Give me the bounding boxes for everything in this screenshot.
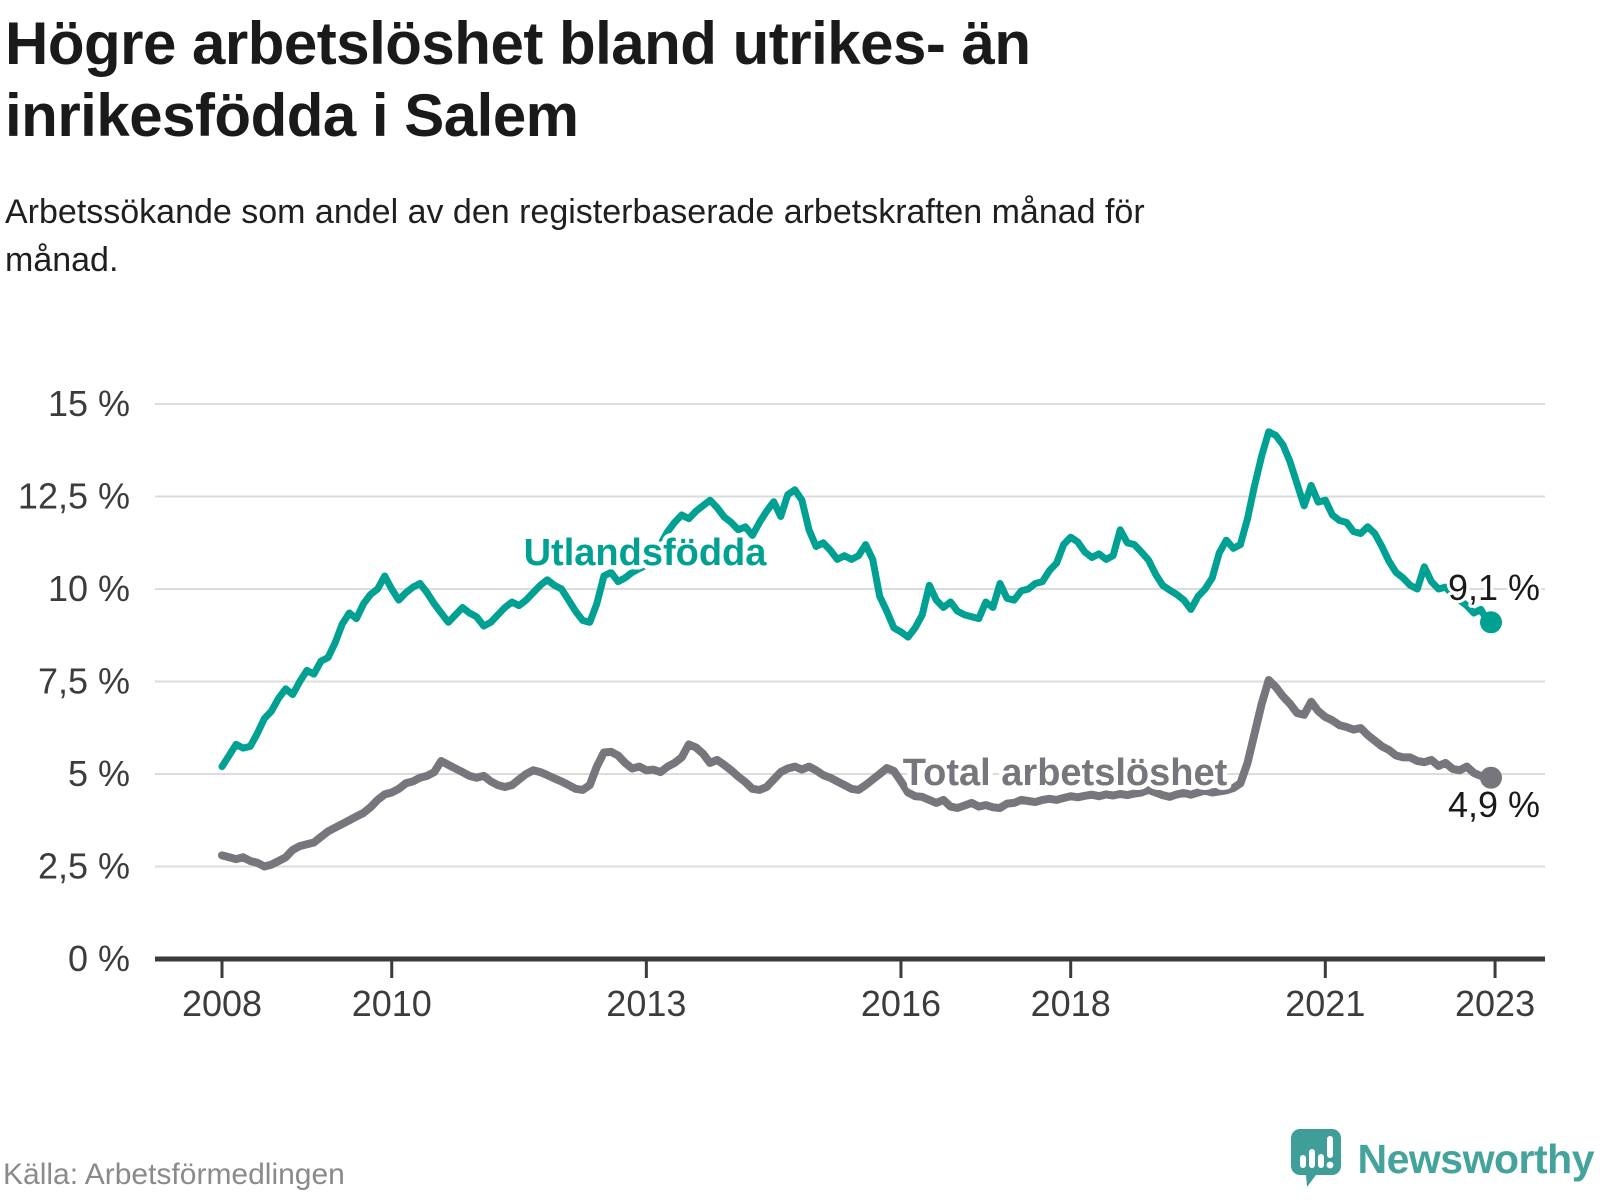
x-axis-tick-label: 2010	[352, 983, 432, 1024]
y-axis-tick-label: 10 %	[48, 568, 130, 609]
x-axis-tick-label: 2013	[606, 983, 686, 1024]
newsworthy-logo: Newsworthy	[1290, 1128, 1595, 1190]
series-end-label-total: 4,9 %	[1448, 784, 1540, 825]
x-axis-tick-label: 2021	[1285, 983, 1365, 1024]
y-axis-tick-label: 15 %	[48, 383, 130, 424]
x-axis-tick-label: 2008	[182, 983, 262, 1024]
y-axis-tick-label: 0 %	[68, 938, 130, 979]
x-axis-tick-label: 2016	[861, 983, 941, 1024]
y-axis-tick-label: 7,5 %	[38, 661, 130, 702]
x-axis-tick-label: 2023	[1455, 983, 1535, 1024]
series-label-utlandsfodda: Utlandsfödda	[524, 532, 768, 574]
y-axis-tick-label: 12,5 %	[18, 476, 130, 517]
newsworthy-logo-text: Newsworthy	[1357, 1135, 1595, 1182]
source-note: Källa: Arbetsförmedlingen	[3, 1158, 345, 1191]
y-axis-tick-label: 5 %	[68, 753, 130, 794]
y-axis-tick-label: 2,5 %	[38, 846, 130, 887]
chart-subtitle: Arbetssökande som andel av den registerb…	[5, 193, 1145, 280]
series-end-label-utlandsfodda: 9,1 %	[1448, 567, 1540, 608]
series-end-dot-utlandsfodda	[1480, 611, 1502, 634]
series-end-dot-total	[1480, 766, 1502, 789]
series-line-utlandsfodda	[218, 428, 1492, 771]
series-line-total	[218, 676, 1492, 871]
chart-title: Högre arbetslöshet bland utrikes- än inr…	[5, 10, 1031, 149]
x-axis-tick-label: 2018	[1031, 983, 1111, 1024]
series-label-total: Total arbetslöshet	[903, 752, 1228, 794]
newsworthy-logo-icon	[1290, 1129, 1341, 1187]
